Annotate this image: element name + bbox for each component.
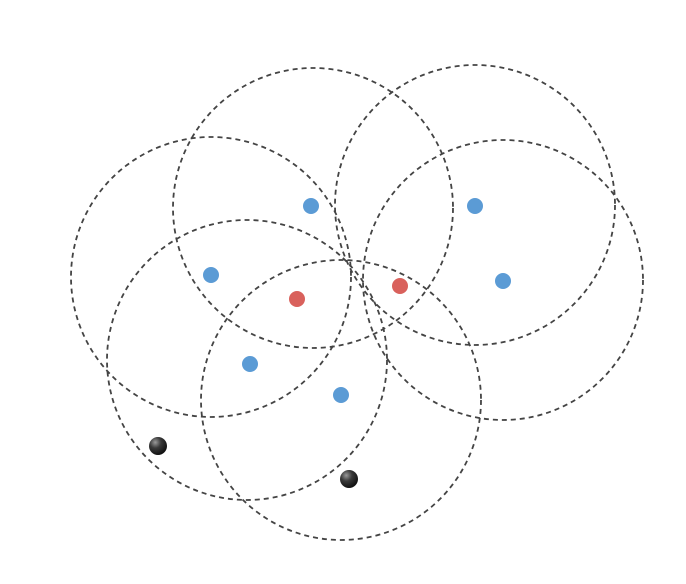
blue-point-2 xyxy=(467,198,483,214)
blue-point-6 xyxy=(333,387,349,403)
red-point-1 xyxy=(289,291,305,307)
points xyxy=(149,198,511,488)
red-point-2 xyxy=(392,278,408,294)
circle-lower-center xyxy=(200,259,482,541)
blue-point-5 xyxy=(242,356,258,372)
circle-upper-left xyxy=(172,67,454,349)
circle-mid-right xyxy=(362,139,644,421)
circle-lower-left xyxy=(106,219,388,501)
circle-mid-left xyxy=(70,136,352,418)
circle-upper-right xyxy=(334,64,616,346)
dashed-circles xyxy=(70,64,644,541)
black-point-1 xyxy=(149,437,167,455)
blue-point-3 xyxy=(203,267,219,283)
black-point-2 xyxy=(340,470,358,488)
blue-point-1 xyxy=(303,198,319,214)
blue-point-4 xyxy=(495,273,511,289)
